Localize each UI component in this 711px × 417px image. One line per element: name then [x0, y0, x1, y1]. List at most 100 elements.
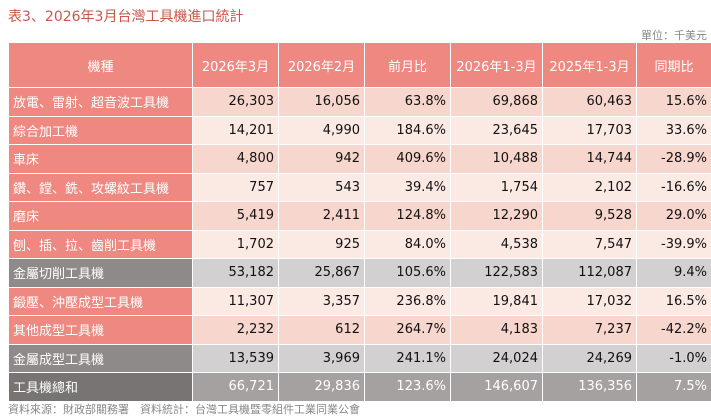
row-label: 磨床	[8, 201, 193, 231]
table-cell: 4,990	[278, 115, 365, 145]
table-cell: -42.2%	[636, 315, 711, 345]
table-cell: 12,290	[450, 201, 543, 231]
table-cell: 4,800	[192, 144, 279, 174]
table-row: 鍛壓、沖壓成型工具機 11,307 3,357 236.8% 19,841 17,032 1…	[8, 286, 711, 316]
table-cell: 60,463	[542, 87, 637, 117]
column-header: 機種	[8, 42, 193, 88]
table-cell: 3,969	[278, 343, 365, 373]
column-header: 前月比	[364, 42, 451, 88]
row-label: 金屬成型工具機	[8, 343, 193, 373]
table-cell: 66,721	[192, 372, 279, 402]
table-title: 表3、2026年3月台灣工具機進口統計	[8, 9, 244, 25]
table-cell: -28.9%	[636, 144, 711, 174]
table-cell: 16,056	[278, 87, 365, 117]
row-label: 其他成型工具機	[8, 315, 193, 345]
column-header: 2026年2月	[278, 42, 365, 88]
table-cell: 39.4%	[364, 172, 451, 202]
table-cell: -1.0%	[636, 343, 711, 373]
table-cell: 136,356	[542, 372, 637, 402]
table-cell: 29,836	[278, 372, 365, 402]
table-cell: 7.5%	[636, 372, 711, 402]
table-cell: 5,419	[192, 201, 279, 231]
import-stats-table: 機種 2026年3月 2026年2月 前月比 2026年1-3月 2025年1-3月 同期比…	[8, 42, 711, 402]
table-row: 刨、插、拉、齒削工具機 1,702 925 84.0% 4,538 7,547 -39.9%	[8, 229, 711, 259]
table-cell: 757	[192, 172, 279, 202]
table-row: 磨床 5,419 2,411 124.8% 12,290 9,528 29.0%	[8, 201, 711, 231]
table-cell: 13,539	[192, 343, 279, 373]
table-cell: 4,538	[450, 229, 543, 259]
unit-label: 單位：千美元	[641, 29, 707, 42]
table-cell: 15.6%	[636, 87, 711, 117]
row-label: 刨、插、拉、齒削工具機	[8, 229, 193, 259]
table-cell: 9,528	[542, 201, 637, 231]
table-cell: 24,024	[450, 343, 543, 373]
table-cell: 10,488	[450, 144, 543, 174]
table-cell: 53,182	[192, 258, 279, 288]
table-cell: 543	[278, 172, 365, 202]
row-label: 鍛壓、沖壓成型工具機	[8, 286, 193, 316]
row-label: 金屬切削工具機	[8, 258, 193, 288]
column-header: 同期比	[636, 42, 711, 88]
table-cell: 236.8%	[364, 286, 451, 316]
table-cell: 33.6%	[636, 115, 711, 145]
row-label: 鑽、鏜、銑、攻螺紋工具機	[8, 172, 193, 202]
table-cell: 17,032	[542, 286, 637, 316]
table-cell: 25,867	[278, 258, 365, 288]
table-cell: 17,703	[542, 115, 637, 145]
table-cell: 63.8%	[364, 87, 451, 117]
row-label: 車床	[8, 144, 193, 174]
table-row: 放電、雷射、超音波工具機 26,303 16,056 63.8% 69,868 60,46…	[8, 87, 711, 117]
table-cell: 14,744	[542, 144, 637, 174]
table-cell: 1,754	[450, 172, 543, 202]
table-cell: 7,237	[542, 315, 637, 345]
table-cell: 942	[278, 144, 365, 174]
table-cell: 2,102	[542, 172, 637, 202]
row-label: 綜合加工機	[8, 115, 193, 145]
table-cell: 11,307	[192, 286, 279, 316]
table-cell: 69,868	[450, 87, 543, 117]
table-cell: 2,232	[192, 315, 279, 345]
table-cell: 26,303	[192, 87, 279, 117]
table-cell: 4,183	[450, 315, 543, 345]
table-row: 金屬成型工具機 13,539 3,969 241.1% 24,024 24,269 -1.0…	[8, 343, 711, 373]
table-cell: 124.8%	[364, 201, 451, 231]
table-cell: 14,201	[192, 115, 279, 145]
table-cell: 23,645	[450, 115, 543, 145]
table-cell: 7,547	[542, 229, 637, 259]
table-cell: 112,087	[542, 258, 637, 288]
table-row: 金屬切削工具機 53,182 25,867 105.6% 122,583 112,087 9…	[8, 258, 711, 288]
column-header: 2026年1-3月	[450, 42, 543, 88]
table-row: 車床 4,800 942 409.6% 10,488 14,744 -28.9%	[8, 144, 711, 174]
table-cell: 1,702	[192, 229, 279, 259]
table-cell: 16.5%	[636, 286, 711, 316]
table-cell: 2,411	[278, 201, 365, 231]
table-row: 工具機總和 66,721 29,836 123.6% 146,607 136,356 7.5…	[8, 372, 711, 402]
row-label: 放電、雷射、超音波工具機	[8, 87, 193, 117]
table-cell: 29.0%	[636, 201, 711, 231]
source-footer: 資料來源：財政部關務署 資料統計：台灣工具機暨零組件工業同業公會	[8, 403, 360, 416]
table-cell: 122,583	[450, 258, 543, 288]
table-row: 其他成型工具機 2,232 612 264.7% 4,183 7,237 -42.2%	[8, 315, 711, 345]
table-cell: 925	[278, 229, 365, 259]
table-cell: 264.7%	[364, 315, 451, 345]
row-label: 工具機總和	[8, 372, 193, 402]
table-cell: 19,841	[450, 286, 543, 316]
table-cell: 612	[278, 315, 365, 345]
table-cell: -39.9%	[636, 229, 711, 259]
table-cell: 146,607	[450, 372, 543, 402]
table-row: 鑽、鏜、銑、攻螺紋工具機 757 543 39.4% 1,754 2,102 -16.6%	[8, 172, 711, 202]
table-cell: 24,269	[542, 343, 637, 373]
column-header: 2025年1-3月	[542, 42, 637, 88]
table-cell: 3,357	[278, 286, 365, 316]
table-cell: 241.1%	[364, 343, 451, 373]
table-cell: 409.6%	[364, 144, 451, 174]
table-cell: -16.6%	[636, 172, 711, 202]
header-row: 機種 2026年3月 2026年2月 前月比 2026年1-3月 2025年1-3月 同期比	[8, 42, 711, 88]
table-cell: 105.6%	[364, 258, 451, 288]
table-cell: 84.0%	[364, 229, 451, 259]
table-row: 綜合加工機 14,201 4,990 184.6% 23,645 17,703 33.6%	[8, 115, 711, 145]
table-cell: 9.4%	[636, 258, 711, 288]
table-cell: 123.6%	[364, 372, 451, 402]
column-header: 2026年3月	[192, 42, 279, 88]
table-cell: 184.6%	[364, 115, 451, 145]
